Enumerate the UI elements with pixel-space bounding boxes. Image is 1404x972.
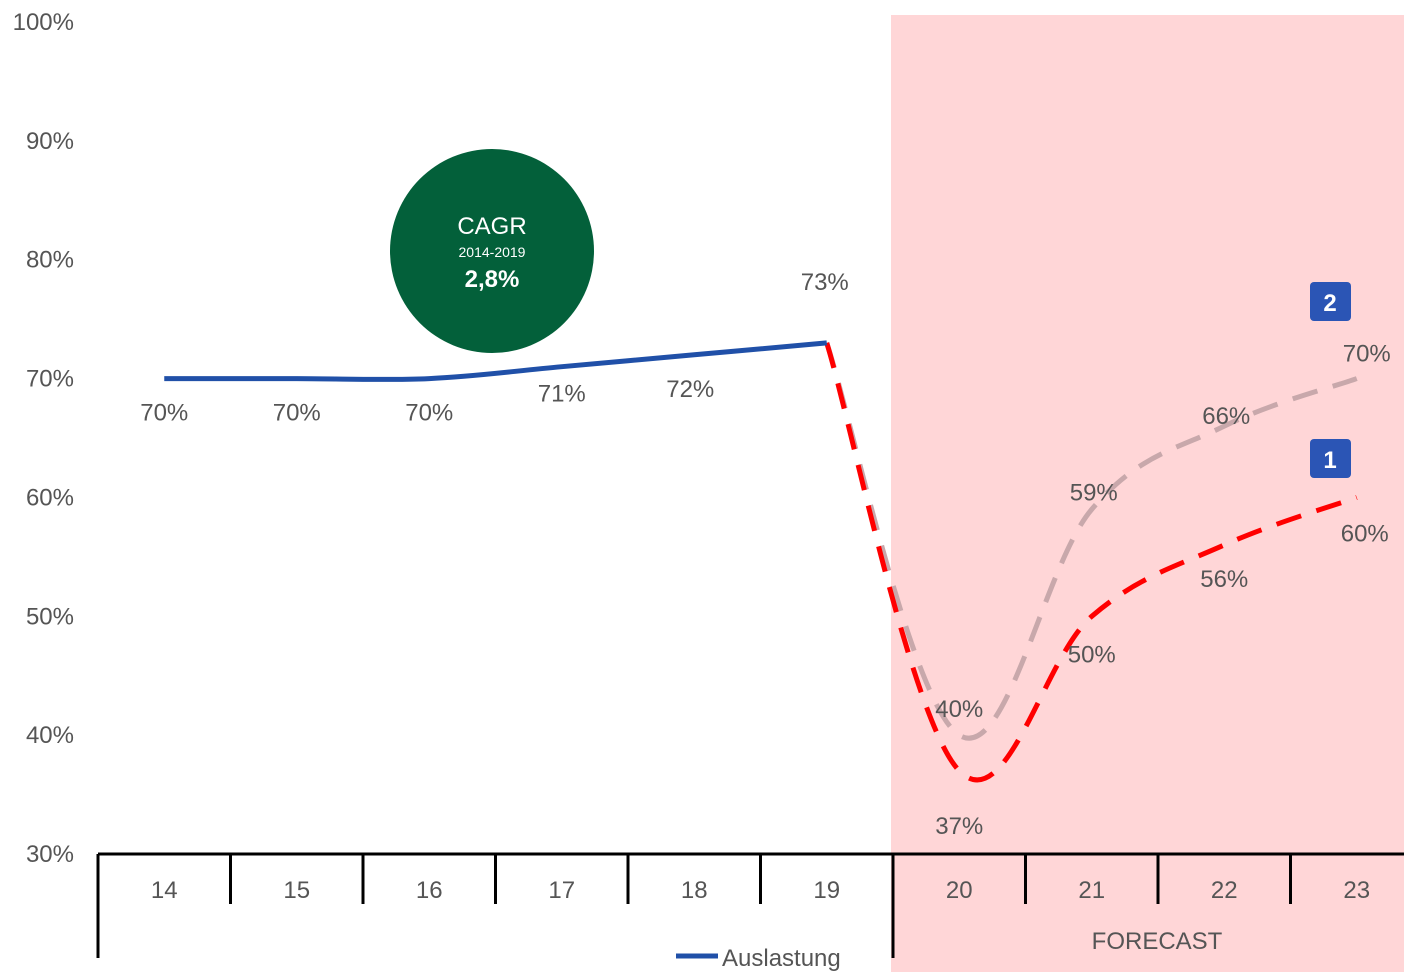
y-tick-label: 90% [26, 128, 74, 155]
series-line-1 [824, 342, 1358, 783]
data-label: 59% [1070, 479, 1118, 506]
data-label: 40% [935, 696, 983, 723]
data-label: 37% [935, 813, 983, 840]
data-label: 70% [273, 400, 321, 427]
y-tick-label: 40% [26, 722, 74, 749]
x-tick-label: 19 [813, 877, 840, 904]
x-tick-label: 16 [416, 877, 443, 904]
y-tick-label: 80% [26, 247, 74, 274]
x-tick-label: 22 [1211, 877, 1238, 904]
data-label: 70% [405, 400, 453, 427]
cagr-circle [390, 149, 594, 353]
data-label: 72% [666, 376, 714, 403]
series-line-0 [164, 340, 827, 383]
y-tick-label: 30% [26, 841, 74, 868]
data-label: 71% [538, 381, 586, 408]
cagr-period: 2014-2019 [459, 244, 526, 260]
y-tick-label: 50% [26, 603, 74, 630]
cagr-bubble: CAGR 2014-2019 2,8% [390, 149, 594, 353]
data-label: 66% [1202, 403, 1250, 430]
badge-1-label: 1 [1323, 447, 1336, 474]
y-tick-label: 60% [26, 484, 74, 511]
data-label: 70% [140, 400, 188, 427]
series-line-2 [824, 342, 1358, 741]
x-tick-label: 20 [946, 877, 973, 904]
badge-2-box [1310, 282, 1351, 321]
badge-2-label: 2 [1323, 290, 1336, 317]
y-axis: 100% 90% 80% 70% 60% 50% 40% 30% [13, 9, 74, 868]
cagr-value: 2,8% [465, 266, 520, 293]
data-labels: 70% 70% 70% 71% 72% 73% 37% 50% 56% 60% 40% 59% 66% 7… [140, 269, 1391, 840]
x-tick-label: 21 [1078, 877, 1105, 904]
y-tick-label: 100% [13, 9, 74, 36]
badge-1: 1 [1310, 439, 1351, 478]
x-tick-label: 18 [681, 877, 708, 904]
y-tick-label: 70% [26, 366, 74, 393]
data-label: 73% [801, 269, 849, 296]
forecast-label: FORECAST [1092, 928, 1223, 955]
x-axis: 14 15 16 17 18 19 20 21 22 23 [96, 852, 1404, 958]
cagr-title: CAGR [457, 213, 526, 240]
badge-1-box [1310, 439, 1351, 478]
x-tick-label: 15 [283, 877, 310, 904]
legend: Auslastung [676, 945, 841, 972]
x-tick-label: 17 [548, 877, 575, 904]
data-label: 56% [1200, 566, 1248, 593]
data-label: 50% [1068, 641, 1116, 668]
data-label: 70% [1343, 341, 1391, 368]
legend-label-auslastung: Auslastung [722, 945, 841, 972]
badge-2: 2 [1310, 282, 1351, 321]
forecast-region [891, 15, 1404, 972]
x-tick-label: 14 [151, 877, 178, 904]
data-label: 60% [1341, 520, 1389, 547]
x-tick-label: 23 [1343, 877, 1370, 904]
series-layer [164, 340, 1358, 783]
